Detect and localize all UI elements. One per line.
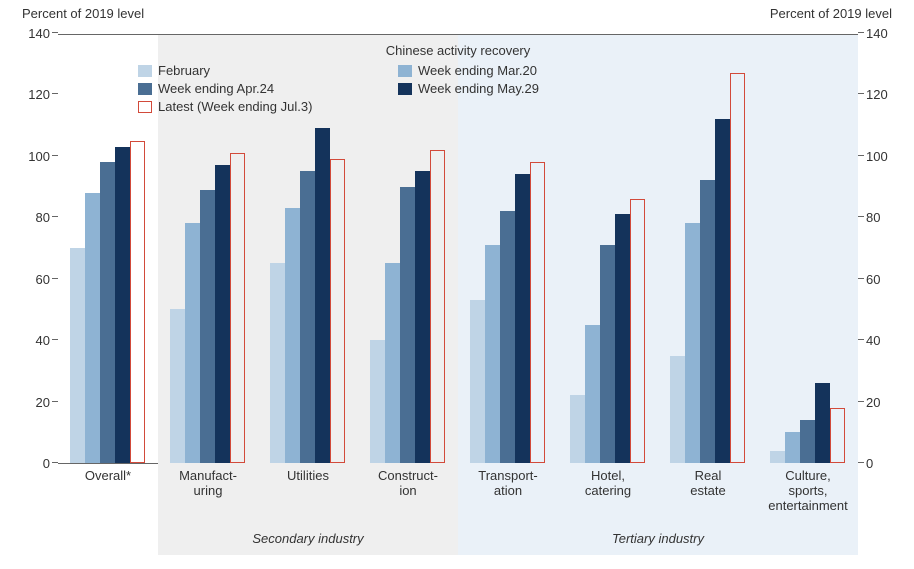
industry-label-tertiary: Tertiary industry [458,531,858,546]
y-tick-label: 60 [10,272,50,287]
legend-swatch [138,65,152,77]
bar [385,263,400,463]
bar [200,190,215,463]
bar [500,211,515,463]
chart-container: Percent of 2019 level Percent of 2019 le… [0,0,914,569]
bar [415,171,430,463]
bar [115,147,130,463]
y-axis-label-left: Percent of 2019 level [22,6,144,21]
bar [585,325,600,463]
bar [85,193,100,463]
bar [530,162,545,463]
y-tick-label: 120 [10,87,50,102]
bar [730,73,745,463]
y-tick-label: 100 [866,149,906,164]
y-tick-label: 20 [10,395,50,410]
chart-title: Chinese activity recovery [58,43,858,58]
legend-label: Week ending Apr.24 [158,81,274,96]
y-axis-label-right: Percent of 2019 level [770,6,892,21]
bar [470,300,485,463]
legend-swatch [138,101,152,113]
bar [430,150,445,463]
y-tick-label: 100 [10,149,50,164]
x-category-label: Manufact-uring [158,469,258,499]
legend-item: Week ending Apr.24 [138,81,398,96]
industry-label-secondary: Secondary industry [158,531,458,546]
bar [300,171,315,463]
legend-swatch [398,65,412,77]
bar [70,248,85,463]
bar [330,159,345,463]
legend-item: Latest (Week ending Jul.3) [138,99,398,114]
y-tick-label: 40 [10,333,50,348]
bar [170,309,185,463]
legend-swatch [398,83,412,95]
y-tick-label: 140 [866,26,906,41]
legend-label: February [158,63,210,78]
y-tick-label: 0 [866,456,906,471]
x-category-label: Transport-ation [458,469,558,499]
bar [315,128,330,463]
x-category-label: Overall* [58,469,158,484]
bar [630,199,645,463]
bar [815,383,830,463]
bar [615,214,630,463]
x-category-label: Hotel,catering [558,469,658,499]
bar [400,187,415,463]
bar [215,165,230,463]
y-tick-label: 60 [866,272,906,287]
bar [670,356,685,464]
bar [770,451,785,463]
bar [370,340,385,463]
legend-swatch [138,83,152,95]
bar [715,119,730,463]
bar [130,141,145,464]
y-tick-label: 20 [866,395,906,410]
bar [485,245,500,463]
x-category-label: Construct-ion [358,469,458,499]
y-tick-label: 0 [10,456,50,471]
x-category-label: Utilities [258,469,358,484]
bar [185,223,200,463]
bar [600,245,615,463]
bar [515,174,530,463]
bar [830,408,845,463]
bar [270,263,285,463]
legend-item: Week ending May.29 [398,81,658,96]
bar [685,223,700,463]
y-tick-label: 140 [10,26,50,41]
bar [285,208,300,463]
x-category-label: Realestate [658,469,758,499]
plot-area: Chinese activity recovery February Week e… [58,34,858,464]
bar [800,420,815,463]
bar [700,180,715,463]
y-tick-label: 120 [866,87,906,102]
legend: February Week ending Mar.20 Week ending Ap… [138,63,658,114]
y-tick-label: 80 [10,210,50,225]
bar [100,162,115,463]
legend-item: Week ending Mar.20 [398,63,658,78]
legend-label: Week ending Mar.20 [418,63,537,78]
bar [230,153,245,463]
bar [570,395,585,463]
legend-item [398,99,658,114]
bar [785,432,800,463]
y-tick-label: 40 [866,333,906,348]
legend-item: February [138,63,398,78]
y-tick-label: 80 [866,210,906,225]
legend-label: Week ending May.29 [418,81,539,96]
legend-label: Latest (Week ending Jul.3) [158,99,312,114]
x-category-label: Culture,sports,entertainment [758,469,858,514]
